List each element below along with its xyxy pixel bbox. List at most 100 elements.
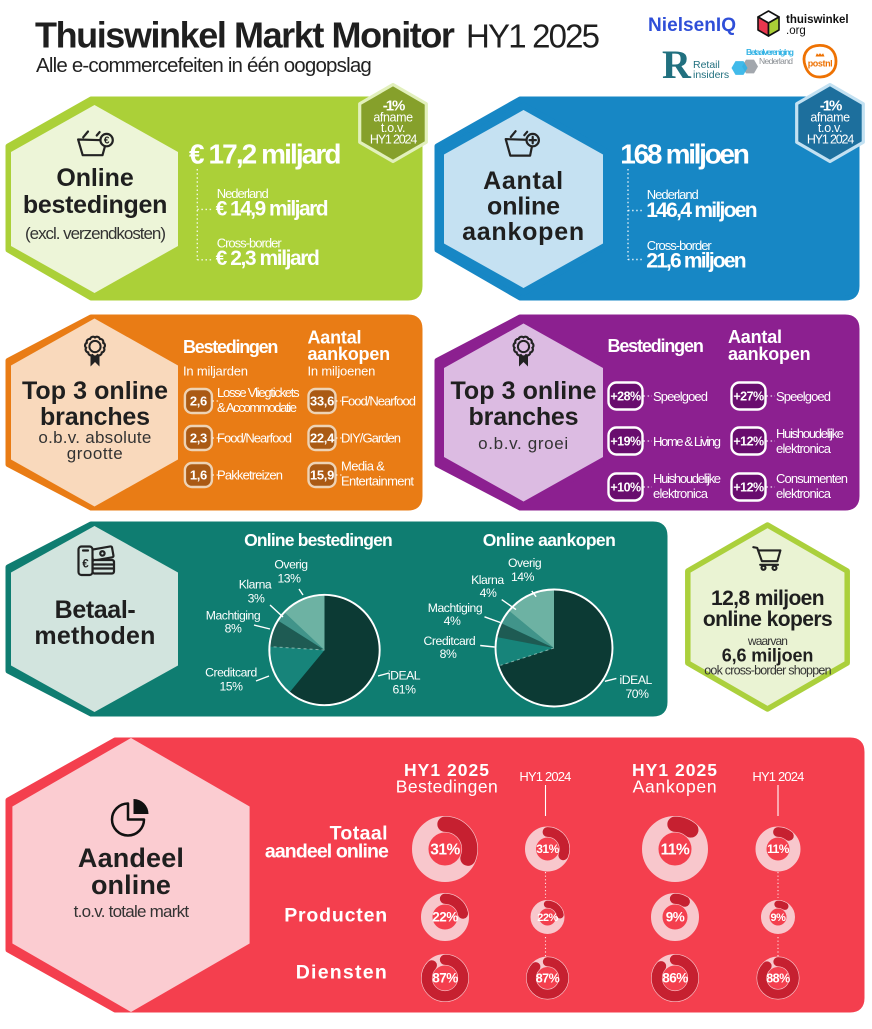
svg-text:HY1 2025: HY1 2025 [404,760,490,780]
svg-text:Nederland: Nederland [217,186,269,201]
svg-text:t.o.v.: t.o.v. [818,121,842,135]
svg-text:Overig: Overig [274,557,307,571]
svg-text:aankopen: aankopen [462,218,585,246]
svg-text:aankopen: aankopen [728,344,810,364]
svg-text:Overig: Overig [508,556,541,570]
svg-text:13%: 13% [277,571,301,585]
svg-text:9%: 9% [771,912,787,924]
svg-text:61%: 61% [392,682,416,696]
svg-text:168 miljoen: 168 miljoen [620,139,748,170]
svg-text:€ 2,3 miljard: € 2,3 miljard [216,247,319,270]
svg-text:11%: 11% [661,841,690,858]
svg-text:Machtiging: Machtiging [206,608,260,622]
svg-text:€: € [82,559,89,571]
svg-text:Media &: Media & [341,459,385,474]
svg-text:Machtiging: Machtiging [428,601,482,615]
svg-text:insiders: insiders [693,69,729,81]
svg-text:HY1 2025: HY1 2025 [632,760,718,780]
svg-text:22%: 22% [432,910,458,925]
svg-text:Aantal: Aantal [728,327,782,347]
svg-text:12,8 miljoen: 12,8 miljoen [711,587,824,610]
svg-text:70%: 70% [625,687,649,701]
svg-text:€ 14,9 miljard: € 14,9 miljard [216,198,328,221]
svg-text:Diensten: Diensten [296,962,388,984]
svg-text:Cross-border: Cross-border [217,236,283,251]
svg-text:Huishoudelijke: Huishoudelijke [653,471,721,486]
svg-text:+27%: +27% [733,390,764,404]
svg-text:Creditcard: Creditcard [424,634,476,648]
svg-text:31%: 31% [430,841,460,858]
svg-text:Klarna: Klarna [471,573,504,587]
svg-text:15%: 15% [219,679,243,693]
svg-text:(excl. verzendkosten): (excl. verzendkosten) [25,224,165,243]
svg-text:afname: afname [810,110,850,124]
svg-text:87%: 87% [432,971,458,986]
svg-text:4%: 4% [444,614,461,628]
svg-text:In miljarden: In miljarden [183,364,248,379]
svg-text:11%: 11% [767,842,790,856]
svg-text:Creditcard: Creditcard [205,665,257,679]
svg-text:elektronica: elektronica [776,441,832,456]
svg-text:online: online [487,193,560,221]
svg-text:o.b.v. absolute: o.b.v. absolute [38,428,151,447]
svg-text:NielsenIQ: NielsenIQ [648,15,736,36]
svg-text:Aantal: Aantal [308,327,362,347]
svg-text:+10%: +10% [610,481,641,495]
svg-text:online: online [91,870,171,900]
svg-text:31%: 31% [536,842,559,856]
svg-text:elektronica: elektronica [776,486,832,501]
svg-text:4%: 4% [480,586,497,600]
svg-text:methoden: methoden [34,622,155,650]
svg-text:o.b.v. groei: o.b.v. groei [478,434,569,453]
svg-text:2,3: 2,3 [190,431,207,446]
svg-text:Top 3 online: Top 3 online [22,377,168,405]
svg-text:Speelgoed: Speelgoed [653,389,708,404]
svg-text:HY1 2025: HY1 2025 [466,18,599,55]
svg-text:Cross-border: Cross-border [647,238,713,253]
svg-text:aankopen: aankopen [308,344,390,364]
svg-text:thuiswinkel: thuiswinkel [786,14,849,26]
svg-text:Pakketreizen: Pakketreizen [217,468,283,483]
svg-text:aandeel online: aandeel online [265,841,389,863]
svg-text:Speelgoed: Speelgoed [776,389,831,404]
svg-text:22,4: 22,4 [310,431,335,446]
svg-text:Bestedingen: Bestedingen [183,337,277,357]
svg-text:Bestedingen: Bestedingen [396,777,498,797]
svg-text:Online bestedingen: Online bestedingen [244,530,392,550]
svg-text:Nederland: Nederland [647,187,699,202]
svg-text:14%: 14% [511,570,535,584]
svg-text:15,9: 15,9 [310,468,334,483]
svg-text:Online: Online [56,164,133,192]
svg-text:-1%: -1% [820,98,842,115]
svg-text:+28%: +28% [610,390,641,404]
svg-text:iDEAL: iDEAL [388,668,421,682]
svg-text:t.o.v. totale markt: t.o.v. totale markt [74,902,190,921]
svg-text:branches: branches [469,403,579,431]
svg-text:Retail: Retail [693,59,720,71]
svg-text:.org: .org [786,25,806,37]
svg-text:Huishoudelijke: Huishoudelijke [776,426,844,441]
svg-text:Online aankopen: Online aankopen [483,530,615,550]
svg-text:6,6 miljoen: 6,6 miljoen [722,646,813,666]
svg-text:& Accommodatie: & Accommodatie [217,400,297,415]
svg-text:grootte: grootte [67,444,124,463]
svg-text:waarvan: waarvan [747,634,787,648]
svg-text:21,6 miljoen: 21,6 miljoen [646,250,746,273]
svg-text:afname: afname [373,110,413,124]
svg-text:-1%: -1% [383,98,405,115]
svg-text:Consumenten: Consumenten [776,471,848,486]
svg-text:22%: 22% [537,912,558,924]
svg-text:Totaal: Totaal [330,823,388,845]
svg-text:Aankopen: Aankopen [633,777,718,797]
svg-text:+12%: +12% [733,481,764,495]
svg-text:HY1 2024: HY1 2024 [519,769,571,784]
svg-text:elektronica: elektronica [653,486,709,501]
svg-text:iDEAL: iDEAL [620,673,653,687]
svg-text:1,6: 1,6 [190,468,207,483]
svg-text:HY1 2024: HY1 2024 [752,769,804,784]
svg-text:branches: branches [40,403,150,431]
svg-text:Food/Nearfood: Food/Nearfood [217,431,292,446]
svg-text:Entertainment: Entertainment [341,474,414,489]
svg-text:postnl: postnl [808,59,833,69]
svg-text:2,6: 2,6 [190,394,207,409]
